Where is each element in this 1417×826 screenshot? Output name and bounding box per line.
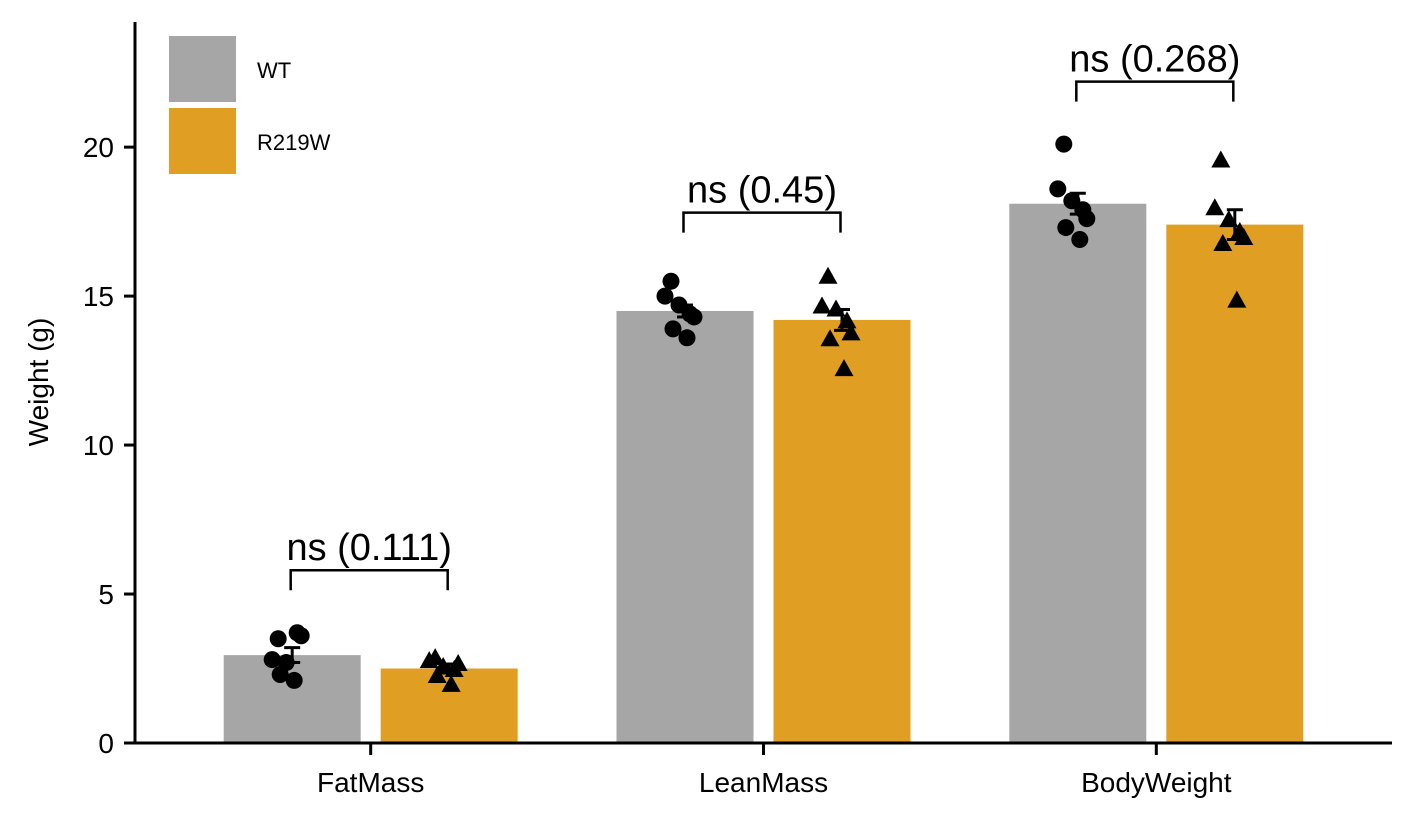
legend-label-wt: WT (257, 58, 291, 83)
data-point-circle (271, 665, 289, 683)
x-tick-label: BodyWeight (1081, 767, 1232, 798)
data-point-triangle (419, 651, 439, 669)
data-point-circle (263, 651, 281, 669)
significance-label: ns (0.268) (1069, 39, 1240, 81)
data-point-triangle (1205, 198, 1225, 216)
bars-layer (223, 203, 1304, 744)
data-point-circle (1049, 180, 1067, 198)
data-point-circle (664, 320, 682, 338)
data-point-triangle (1211, 150, 1231, 168)
bar-wt-bodyweight (1009, 203, 1147, 743)
bar-wt-fatmass (223, 655, 361, 743)
bar-r219w-bodyweight (1166, 224, 1304, 744)
data-point-triangle (427, 665, 447, 683)
error-bars-layer (284, 191, 1243, 675)
data-point-triangle (834, 359, 854, 377)
data-point-circle (685, 308, 703, 326)
legend-key-wt (169, 36, 236, 102)
significance-annotations: ns (0.111) ns (0.45) ns (0.268) (286, 39, 1240, 591)
data-point-circle (292, 627, 310, 645)
y-tick-label: 0 (98, 728, 114, 759)
legend-label-r219w: R219W (257, 130, 331, 155)
data-point-triangle (841, 323, 861, 341)
significance-label: ns (0.111) (286, 527, 451, 569)
data-point-circle (1071, 230, 1089, 248)
y-tick-label: 20 (83, 132, 114, 163)
y-ticks: 0 5 10 15 20 (83, 132, 135, 759)
bar-r219w-leanmass (773, 319, 911, 743)
data-point-circle (656, 287, 674, 305)
data-point-triangle (448, 654, 468, 672)
y-tick-label: 5 (98, 579, 114, 610)
data-point-circle (1055, 135, 1073, 153)
x-ticks: FatMass LeanMass BodyWeight (317, 743, 1232, 798)
data-point-circle (269, 630, 287, 648)
legend-key-r219w (169, 108, 236, 174)
data-point-circle (1057, 219, 1075, 237)
data-point-triangle (441, 674, 461, 692)
data-point-circle (285, 671, 303, 689)
significance-label: ns (0.45) (687, 170, 837, 212)
y-tick-label: 10 (83, 430, 114, 461)
data-point-triangle (1213, 233, 1233, 251)
data-point-triangle (1227, 290, 1247, 308)
legend: WT R219W (169, 36, 331, 174)
y-tick-label: 15 (83, 281, 114, 312)
data-point-triangle (820, 329, 840, 347)
data-point-circle (662, 272, 680, 290)
significance-bracket (682, 211, 842, 233)
significance-bracket (289, 568, 449, 591)
x-tick-label: LeanMass (699, 767, 828, 798)
data-point-triangle (812, 296, 832, 314)
data-point-circle (678, 329, 696, 347)
x-tick-label: FatMass (317, 767, 424, 798)
bar-wt-leanmass (616, 310, 754, 743)
y-axis-label: Weight (g) (23, 318, 54, 447)
significance-bracket (1075, 80, 1235, 102)
data-point-triangle (818, 266, 838, 284)
